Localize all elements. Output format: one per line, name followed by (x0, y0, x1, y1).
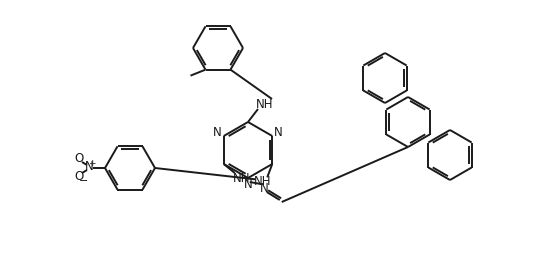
Text: N: N (213, 126, 222, 139)
Text: NH: NH (233, 171, 250, 184)
Text: −: − (80, 176, 89, 186)
Text: NH: NH (254, 175, 271, 188)
Text: O: O (74, 170, 84, 183)
Text: O: O (74, 152, 84, 166)
Text: N: N (274, 126, 282, 139)
Text: NH: NH (256, 97, 274, 111)
Text: +: + (88, 159, 96, 167)
Text: N: N (260, 182, 268, 194)
Text: N: N (244, 179, 253, 191)
Text: N: N (84, 160, 93, 174)
